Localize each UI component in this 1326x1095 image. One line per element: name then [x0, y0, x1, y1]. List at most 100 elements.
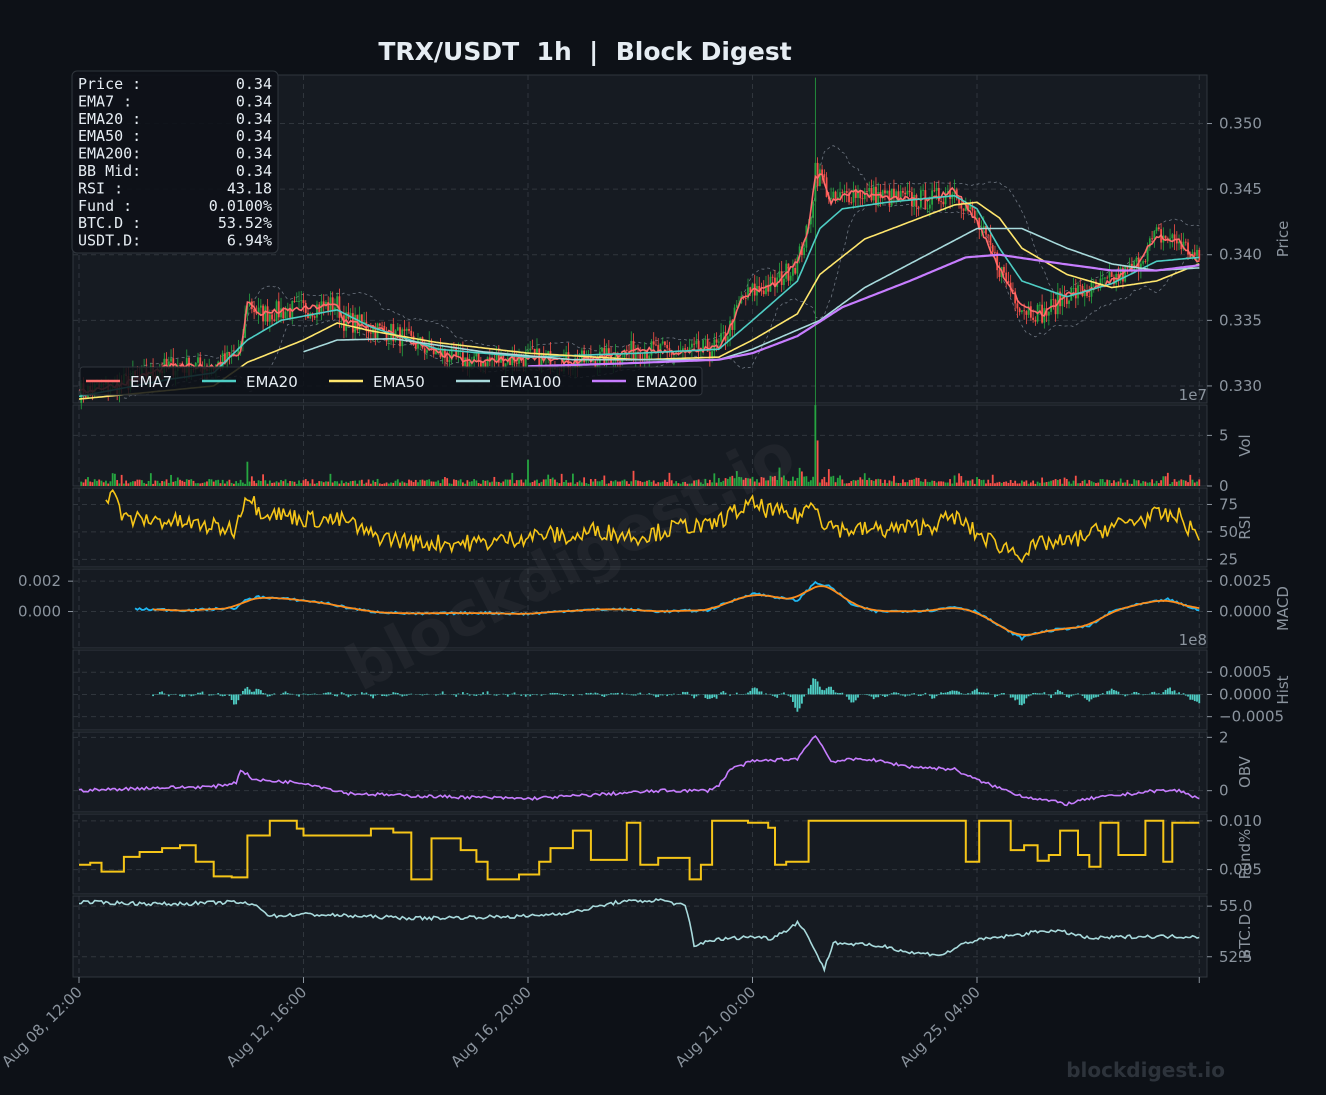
hist-bar: [841, 692, 844, 695]
candle-body: [630, 340, 633, 353]
candle-body: [841, 192, 844, 194]
candle-body: [682, 348, 684, 352]
candle-body: [792, 267, 794, 276]
y-tick-label-btcd: 52.5: [1219, 948, 1252, 966]
volume-bar: [1009, 479, 1012, 486]
volume-bar: [1142, 481, 1145, 486]
hist-bar: [982, 692, 985, 695]
volume-bar: [643, 481, 646, 486]
candle-body: [282, 308, 285, 319]
hist-bar: [1021, 694, 1023, 706]
hist-bar: [1148, 693, 1151, 695]
candle-body: [1014, 291, 1017, 304]
volume-bar: [657, 482, 660, 486]
hist-bar: [866, 694, 868, 696]
volume-bar: [363, 483, 366, 486]
volume-bar: [114, 473, 116, 486]
candle-body: [345, 312, 348, 331]
hist-bar: [922, 694, 925, 696]
volume-bar: [188, 479, 190, 486]
volume-bar: [1193, 482, 1196, 486]
volume-bar: [780, 477, 783, 486]
candle-body: [753, 283, 756, 296]
volume-bar: [163, 481, 166, 486]
volume-bar: [293, 481, 296, 486]
volume-bar: [809, 480, 812, 486]
candle-body: [410, 330, 413, 336]
volume-bar: [125, 480, 128, 486]
volume-bar: [80, 481, 83, 486]
volume-bar: [982, 479, 985, 486]
panel-volume: [72, 404, 1208, 487]
volume-bar: [1081, 480, 1084, 486]
volume-bar: [841, 479, 844, 486]
candle-body: [762, 290, 765, 295]
candle-body: [697, 340, 700, 352]
candle-body: [367, 331, 370, 333]
candle-body: [1155, 227, 1158, 231]
y-tick-label-obv: 0: [1219, 782, 1229, 800]
candle-body: [684, 348, 687, 350]
volume-bar: [1023, 481, 1026, 486]
y-tick-label-btcd: 55.0: [1219, 897, 1252, 915]
hist-bar: [401, 694, 404, 697]
hist-bar: [852, 694, 855, 703]
candle-body: [634, 352, 637, 360]
candle-body: [266, 306, 269, 322]
hist-bar: [971, 691, 974, 695]
volume-bar: [655, 483, 657, 486]
volume-bar: [542, 479, 545, 486]
hist-bar: [686, 691, 689, 695]
volume-bar: [358, 480, 361, 486]
hist-bar: [1041, 693, 1044, 695]
histogram-bars: [152, 678, 1201, 712]
volume-bar: [266, 483, 269, 486]
volume-bar: [91, 482, 94, 486]
volume-bar: [307, 481, 309, 486]
candle-body: [1146, 246, 1149, 262]
candle-body: [1029, 306, 1032, 318]
candle-body: [639, 353, 642, 360]
volume-bar: [814, 405, 817, 486]
volume-bar: [749, 478, 752, 486]
volume-bar: [565, 480, 568, 486]
volume-bar: [614, 480, 617, 486]
candle-body: [704, 339, 707, 341]
volume-bar: [915, 477, 918, 486]
candle-body: [1173, 234, 1176, 240]
volume-bar: [1191, 479, 1194, 486]
volume-bar: [585, 483, 588, 486]
candle-body: [491, 359, 493, 361]
volume-bar: [390, 482, 392, 486]
volume-bar: [1014, 480, 1017, 486]
volume-bar: [796, 477, 799, 486]
candle-body: [369, 332, 372, 334]
candle-body: [343, 315, 345, 331]
candle-body: [944, 193, 947, 205]
candle-body: [167, 361, 170, 366]
candle-body: [834, 191, 837, 200]
candle-body: [989, 235, 992, 246]
hist-bar: [906, 694, 909, 696]
volume-bar: [1178, 480, 1180, 486]
volume-bar: [628, 483, 630, 486]
candle-body: [884, 190, 886, 194]
candle-body: [852, 189, 855, 203]
volume-bar: [105, 480, 107, 486]
candle-body: [969, 205, 972, 210]
volume-bar: [605, 483, 608, 486]
candle-body: [385, 331, 388, 342]
candle-body: [327, 301, 330, 312]
volume-bar: [197, 483, 199, 486]
candle-body: [960, 205, 963, 209]
hist-bar: [329, 692, 332, 695]
candle-body: [854, 189, 857, 198]
volume-bar: [201, 482, 204, 486]
volume-bar: [724, 478, 727, 486]
candle-body: [412, 335, 415, 345]
hist-bar: [612, 693, 615, 695]
volume-bar: [702, 483, 705, 486]
volume-bar: [845, 483, 848, 486]
hist-bar: [558, 693, 561, 695]
volume-bar: [405, 483, 408, 486]
